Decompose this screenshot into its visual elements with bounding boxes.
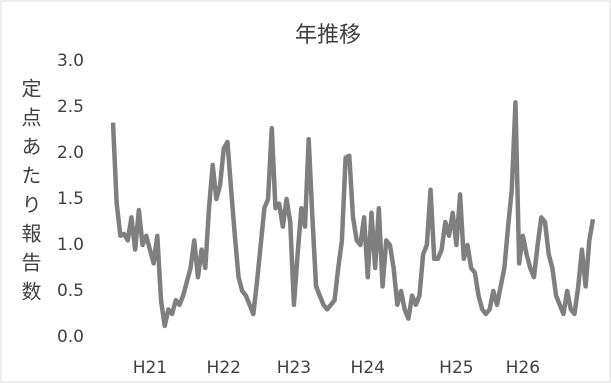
x-tick-label: H26 bbox=[506, 358, 540, 378]
y-tick-label: 1.0 bbox=[57, 235, 84, 255]
x-tick-label: H22 bbox=[207, 358, 241, 378]
x-tick-label: H25 bbox=[439, 358, 473, 378]
y-tick-label: 3.0 bbox=[57, 51, 84, 71]
y-tick-label: 0.0 bbox=[57, 327, 84, 347]
y-axis-label: 定点あたり報告数 bbox=[18, 78, 42, 310]
y-tick-label: 2.5 bbox=[57, 97, 84, 117]
x-tick-label: H24 bbox=[351, 358, 385, 378]
y-tick-label: 1.5 bbox=[57, 189, 84, 209]
y-tick-label: 0.5 bbox=[57, 281, 84, 301]
data-line bbox=[110, 100, 596, 329]
chart-title: 年推移 bbox=[295, 23, 361, 48]
x-tick-label: H21 bbox=[133, 358, 167, 378]
y-tick-label: 2.0 bbox=[57, 143, 84, 163]
x-tick-label: H23 bbox=[277, 358, 311, 378]
